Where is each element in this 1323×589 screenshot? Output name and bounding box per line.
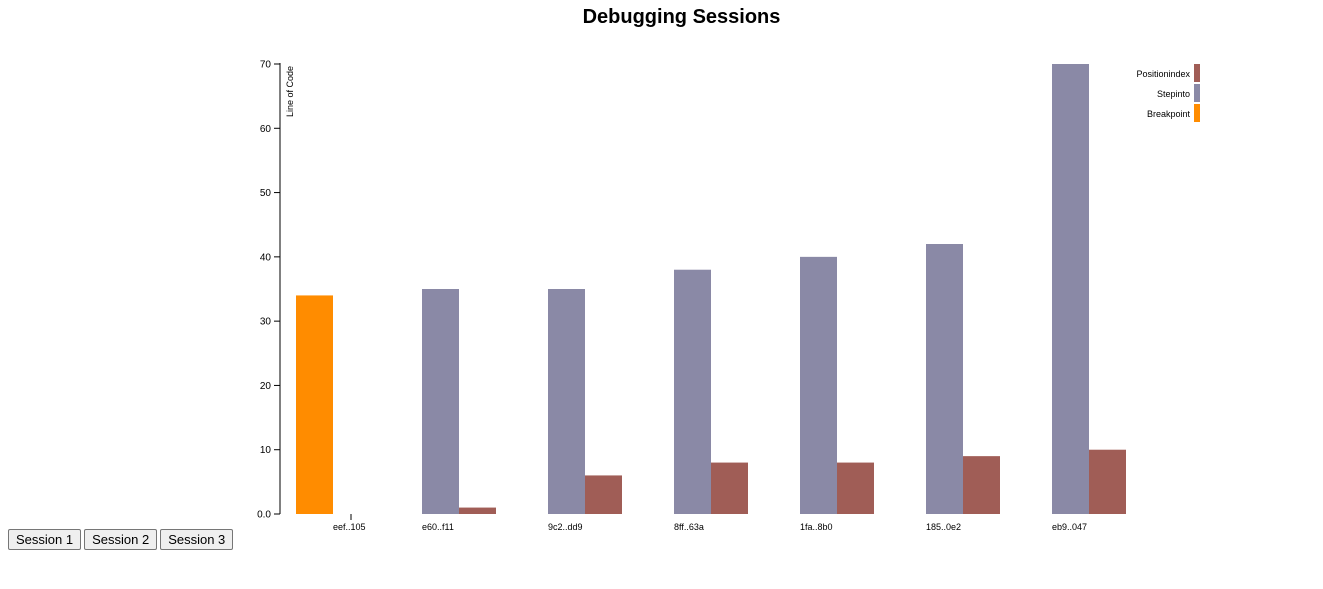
stepinto-bar [800,256,837,514]
legend-label: Positionindex [1136,69,1190,79]
chart-title: Debugging Sessions [582,6,781,28]
session-button-group: Session 1 Session 2 Session 3 [8,529,234,550]
positionindex-bar [837,462,874,514]
session-3-button[interactable]: Session 3 [160,529,234,550]
y-axis-label: Line of Code [285,66,295,117]
legend: Positionindex Stepinto Breakpoint [1136,64,1200,122]
stepinto-bar [674,269,711,514]
positionindex-bar [963,456,1000,514]
positionindex-bar [585,475,622,514]
y-tick-label: 0.0 [257,510,271,521]
positionindex-bar [711,462,748,514]
session-2-button[interactable]: Session 2 [84,529,158,550]
positionindex-bar [459,507,496,514]
legend-swatch [1194,104,1200,122]
legend-label: Stepinto [1157,89,1190,99]
y-tick-label: 60 [260,124,272,135]
breakpoint-bar [296,295,333,514]
bars [296,64,1126,514]
x-tick-label: 8ff..63a [674,522,704,532]
y-tick-label: 10 [260,445,272,456]
x-tick-label: e60..f11 [422,522,454,532]
session-1-button[interactable]: Session 1 [8,529,82,550]
legend-swatch [1194,84,1200,102]
y-tick-label: 30 [260,317,272,328]
legend-label: Breakpoint [1147,109,1191,119]
stepinto-bar [1052,64,1089,514]
stepinto-bar [422,289,459,514]
y-tick-label: 40 [260,252,272,263]
axes: 0.0 10 20 30 40 50 60 70 Line of Code eef..105 e60… [257,60,1087,533]
x-tick-label: eef..105 [333,522,366,532]
y-tick-label: 20 [260,381,272,392]
x-tick-label: 9c2..dd9 [548,522,583,532]
x-tick-label: 1fa..8b0 [800,522,833,532]
y-tick-label: 70 [260,60,272,71]
legend-swatch [1194,64,1200,82]
stepinto-bar [548,289,585,514]
x-tick-label: eb9..047 [1052,522,1087,532]
y-tick-label: 50 [260,188,272,199]
x-tick-label: 185..0e2 [926,522,961,532]
stepinto-bar [926,244,963,514]
positionindex-bar [1089,449,1126,514]
